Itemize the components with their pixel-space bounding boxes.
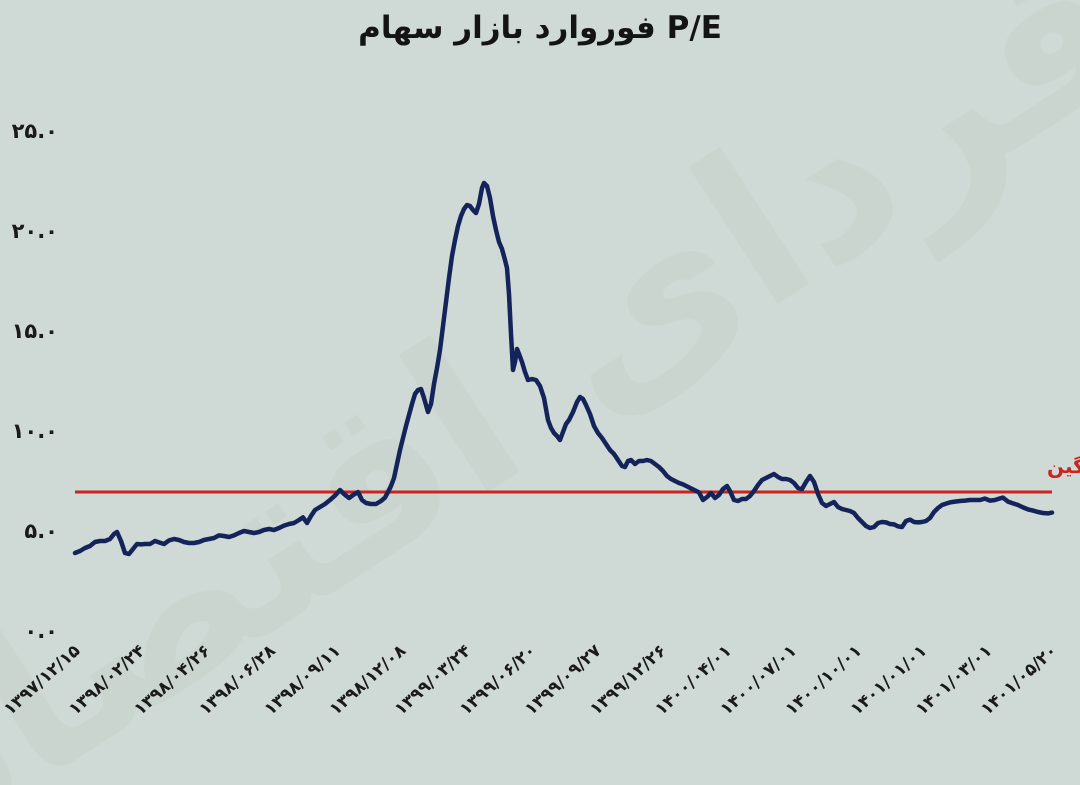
chart-title: P/E فوروارد بازار سهام [358,10,722,46]
y-tick-label: ۰.۰ [24,619,58,643]
y-tick-label: ۱۰.۰ [12,419,58,443]
y-tick-label: ۱۵.۰ [12,319,58,343]
y-axis-labels: ۰.۰ ۵.۰ ۱۰.۰ ۱۵.۰ ۲۰.۰ ۲۵.۰ [12,119,58,643]
pe-line [72,180,1055,557]
y-tick-label: ۲۵.۰ [12,119,58,143]
y-tick-label: ۵.۰ [24,519,58,543]
y-tick-label: ۲۰.۰ [12,219,58,243]
mean-label: میانگین [1047,454,1080,478]
